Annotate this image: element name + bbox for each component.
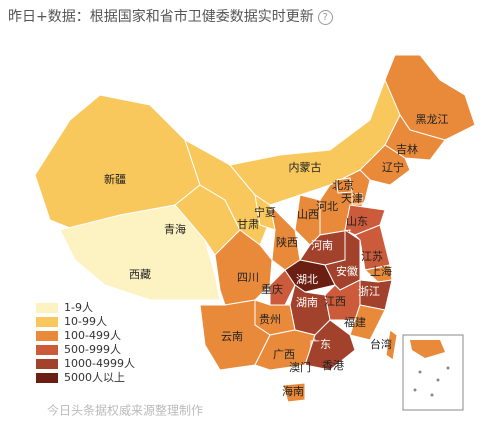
province-label: 四川 <box>237 271 259 284</box>
province-label: 辽宁 <box>382 160 404 174</box>
province-label: 安徽 <box>336 264 358 278</box>
legend-label: 5000人以上 <box>64 371 125 384</box>
header-title: 昨日+数据：根据国家和省市卫健委数据实时更新 <box>8 9 314 25</box>
province-label: 重庆 <box>261 282 283 296</box>
footer-source: 今日头条据权威来源整理制作 <box>47 403 203 418</box>
inset-coast <box>410 340 445 358</box>
legend-label: 1-9人 <box>64 301 93 314</box>
legend-label: 500-999人 <box>64 343 121 356</box>
province-label: 台湾 <box>370 337 392 351</box>
province[interactable] <box>351 193 363 205</box>
legend-label: 10-99人 <box>64 315 107 328</box>
legend-swatch <box>36 373 58 383</box>
province-label: 陕西 <box>276 235 298 249</box>
province-label: 河北 <box>316 200 338 213</box>
province-label: 香港 <box>322 359 344 372</box>
province-label: 福建 <box>344 315 366 329</box>
help-icon[interactable]: ? <box>317 9 333 25</box>
province-label: 宁夏 <box>254 205 276 219</box>
legend-label: 100-499人 <box>64 329 121 342</box>
province[interactable] <box>349 304 386 341</box>
legend-label: 1000-4999人 <box>64 357 135 370</box>
province-label: 西藏 <box>129 268 151 281</box>
province-label: 浙江 <box>358 285 380 298</box>
legend-swatch <box>36 359 58 369</box>
province-label: 内蒙古 <box>289 160 322 174</box>
province[interactable] <box>304 319 356 371</box>
province[interactable] <box>335 177 353 194</box>
province-label: 天津 <box>341 192 363 205</box>
province-label: 江西 <box>324 295 346 308</box>
header: 昨日+数据：根据国家和省市卫健委数据实时更新? <box>8 6 333 26</box>
province-label: 山西 <box>297 208 319 221</box>
province-label: 广东 <box>309 338 331 351</box>
province-label: 北京 <box>332 178 354 192</box>
legend-swatch <box>36 303 58 313</box>
province[interactable] <box>385 329 398 361</box>
province-label: 甘肃 <box>237 218 259 231</box>
province-label: 上海 <box>370 264 392 278</box>
province-label: 山东 <box>346 215 368 228</box>
legend-swatch <box>36 345 58 355</box>
province[interactable] <box>269 269 296 306</box>
province-label: 新疆 <box>104 172 126 186</box>
province-label: 海南 <box>282 384 304 398</box>
province-label: 云南 <box>221 330 243 343</box>
province-label: 广西 <box>273 348 295 361</box>
province-label: 贵州 <box>259 313 281 326</box>
province-label: 澳门 <box>289 360 311 374</box>
province[interactable] <box>282 382 306 403</box>
province-label: 吉林 <box>396 142 418 156</box>
province-label: 河南 <box>311 239 333 252</box>
province[interactable] <box>59 204 221 301</box>
province[interactable] <box>254 193 276 231</box>
province-label: 青海 <box>164 222 186 236</box>
province-label: 湖北 <box>296 273 318 286</box>
province-label: 江苏 <box>361 250 383 263</box>
province-label: 湖南 <box>296 296 318 309</box>
legend-swatch <box>36 317 58 327</box>
inset-islands <box>413 366 450 397</box>
province-label: 黑龙江 <box>416 113 449 126</box>
legend-swatch <box>36 331 58 341</box>
